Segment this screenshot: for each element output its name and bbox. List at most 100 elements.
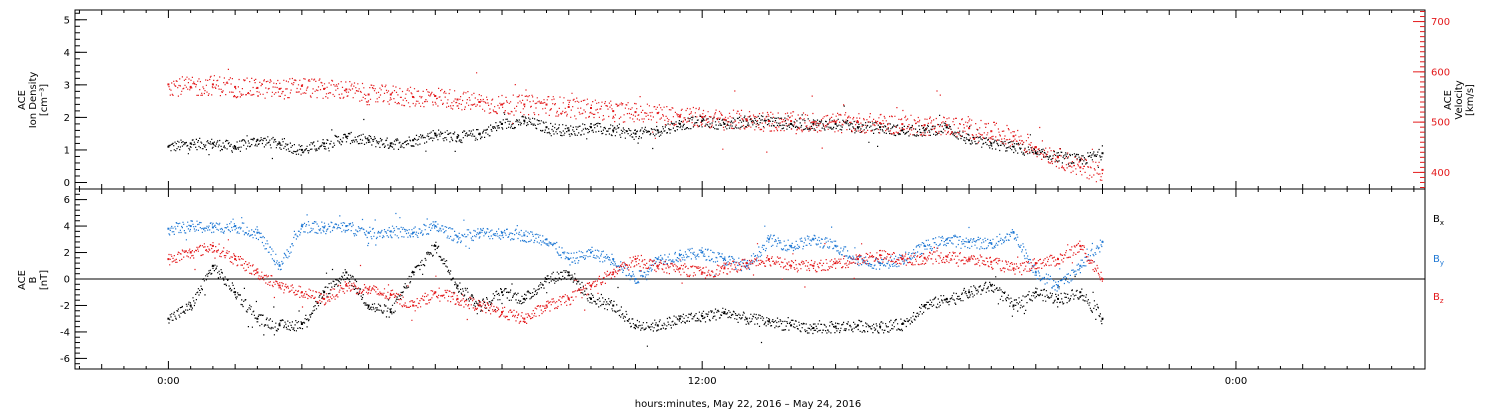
- Bz-series-dots: [168, 239, 1103, 324]
- density-series: [167, 105, 1104, 168]
- density-series-point: [501, 122, 503, 125]
- By-series-point: [1012, 231, 1015, 234]
- density-series-point: [901, 129, 904, 132]
- Bz-series-point: [968, 258, 971, 261]
- velocity-tick-label: 400: [1431, 168, 1450, 179]
- Bz-series-point: [478, 304, 481, 307]
- velocity-y-axis: 400 500 600 700: [1413, 11, 1450, 188]
- velocity-series-point: [211, 83, 214, 86]
- Bz-series-point: [523, 317, 526, 320]
- density-series-point: [990, 142, 993, 145]
- Bx-series-point: [189, 304, 192, 307]
- By-series-point: [478, 231, 481, 234]
- legend-By: By: [1433, 254, 1444, 267]
- Bx-series-point: [901, 323, 904, 325]
- time-tick-label: 0:00: [1225, 376, 1247, 387]
- Bz-series-point: [1057, 258, 1059, 261]
- Bx-series-point: [367, 304, 370, 307]
- time-tick-label: 12:00: [688, 376, 717, 387]
- field-axis-label-line: ACE: [17, 270, 28, 290]
- density-series-point: [234, 145, 237, 148]
- density-series-point: [1101, 152, 1104, 155]
- By-series-point: [834, 244, 837, 247]
- density-series-point: [923, 129, 926, 132]
- density-series-point: [634, 132, 637, 135]
- y-tick-label: -6: [60, 354, 70, 365]
- By-series-point: [723, 258, 726, 261]
- Bz-series-point: [1079, 244, 1082, 247]
- Bz-series-point: [256, 271, 259, 274]
- x-axis-label: hours:minutes, May 22, 2016 – May 24, 20…: [635, 399, 861, 410]
- density-series-point: [300, 148, 303, 151]
- density-series-point: [834, 122, 837, 125]
- velocity-series-point: [612, 110, 615, 113]
- velocity-axis-label-line: ACE: [1443, 90, 1454, 110]
- Bx-series-point: [167, 317, 170, 320]
- top-panel-frame: [74, 9, 1426, 190]
- Bx-series-point: [1101, 317, 1104, 320]
- By-series-point: [412, 231, 415, 234]
- Bx-series-point: [501, 291, 503, 294]
- density-series-point: [968, 139, 971, 142]
- magnetic-field-panel: -6 -4 -2 0 2 4 6 ACE B [nT] Bx By Bz: [17, 188, 1444, 370]
- density-axis-label-line: [cm⁻³]: [39, 84, 50, 116]
- Bz-series-point: [701, 271, 704, 274]
- density-series-point: [278, 142, 281, 145]
- velocity-series-point: [567, 106, 570, 108]
- velocity-series-point: [345, 88, 348, 91]
- By-series-point: [501, 231, 503, 234]
- velocity-series-point: [234, 85, 237, 88]
- velocity-series-point: [389, 93, 392, 96]
- velocity-series-point: [923, 124, 926, 127]
- Bx-series-point: [523, 297, 526, 300]
- Bx-series-point: [278, 324, 281, 327]
- velocity-series-point: [300, 84, 303, 87]
- velocity-series-point: [856, 121, 859, 124]
- By-series-point: [612, 258, 615, 261]
- velocity-tick-label: 600: [1431, 67, 1450, 78]
- velocity-series-point: [523, 103, 526, 106]
- y-tick-label: 5: [64, 15, 70, 26]
- time-axis: hours:minutes, May 22, 2016 – May 24, 20…: [78, 10, 1415, 410]
- By-series: [167, 212, 1104, 292]
- density-series-point: [1012, 145, 1015, 148]
- Bz-series-point: [278, 284, 281, 287]
- y-tick-label: -4: [60, 327, 70, 338]
- Bx-series-point: [567, 271, 570, 274]
- Bz-series-point: [501, 311, 503, 314]
- Bx-series-point: [1057, 297, 1059, 300]
- Bz-series-point: [367, 288, 370, 291]
- Bx-series-point: [945, 297, 948, 300]
- Bz-series-point: [945, 255, 948, 258]
- Bz-series-point: [990, 260, 993, 263]
- By-series-point: [545, 238, 548, 241]
- By-series-point: [300, 225, 303, 228]
- velocity-series-point: [945, 124, 948, 127]
- velocity-series-point: [590, 107, 592, 109]
- Bz-series-point: [167, 258, 170, 261]
- Bx-series-point: [434, 244, 437, 247]
- density-series-point: [189, 142, 192, 145]
- y-tick-label: 0: [64, 178, 70, 189]
- density-axis-label-line: Ion Density: [28, 72, 39, 129]
- By-series-point: [701, 251, 704, 254]
- density-series-point: [434, 132, 437, 135]
- Bz-series-point: [434, 291, 437, 294]
- y-tick-label: -2: [60, 301, 70, 312]
- By-series-point: [678, 254, 681, 257]
- Bz-series-point: [634, 258, 637, 261]
- field-y-axis: -6 -4 -2 0 2 4 6: [60, 193, 87, 370]
- By-series-point: [278, 264, 281, 267]
- density-series-point: [523, 119, 526, 122]
- velocity-series-point: [1079, 166, 1082, 169]
- By-series-point: [389, 230, 392, 233]
- Bz-series-point: [879, 254, 882, 257]
- velocity-series-point: [256, 86, 259, 89]
- velocity-series-dots: [168, 68, 1103, 183]
- density-series-point: [590, 126, 592, 129]
- velocity-series-point: [189, 85, 192, 88]
- By-series-point: [523, 234, 526, 237]
- Bz-series-point: [1034, 262, 1037, 265]
- density-y-axis: 0 1 2 3 4 5: [64, 12, 87, 190]
- Bx-series-point: [656, 324, 659, 327]
